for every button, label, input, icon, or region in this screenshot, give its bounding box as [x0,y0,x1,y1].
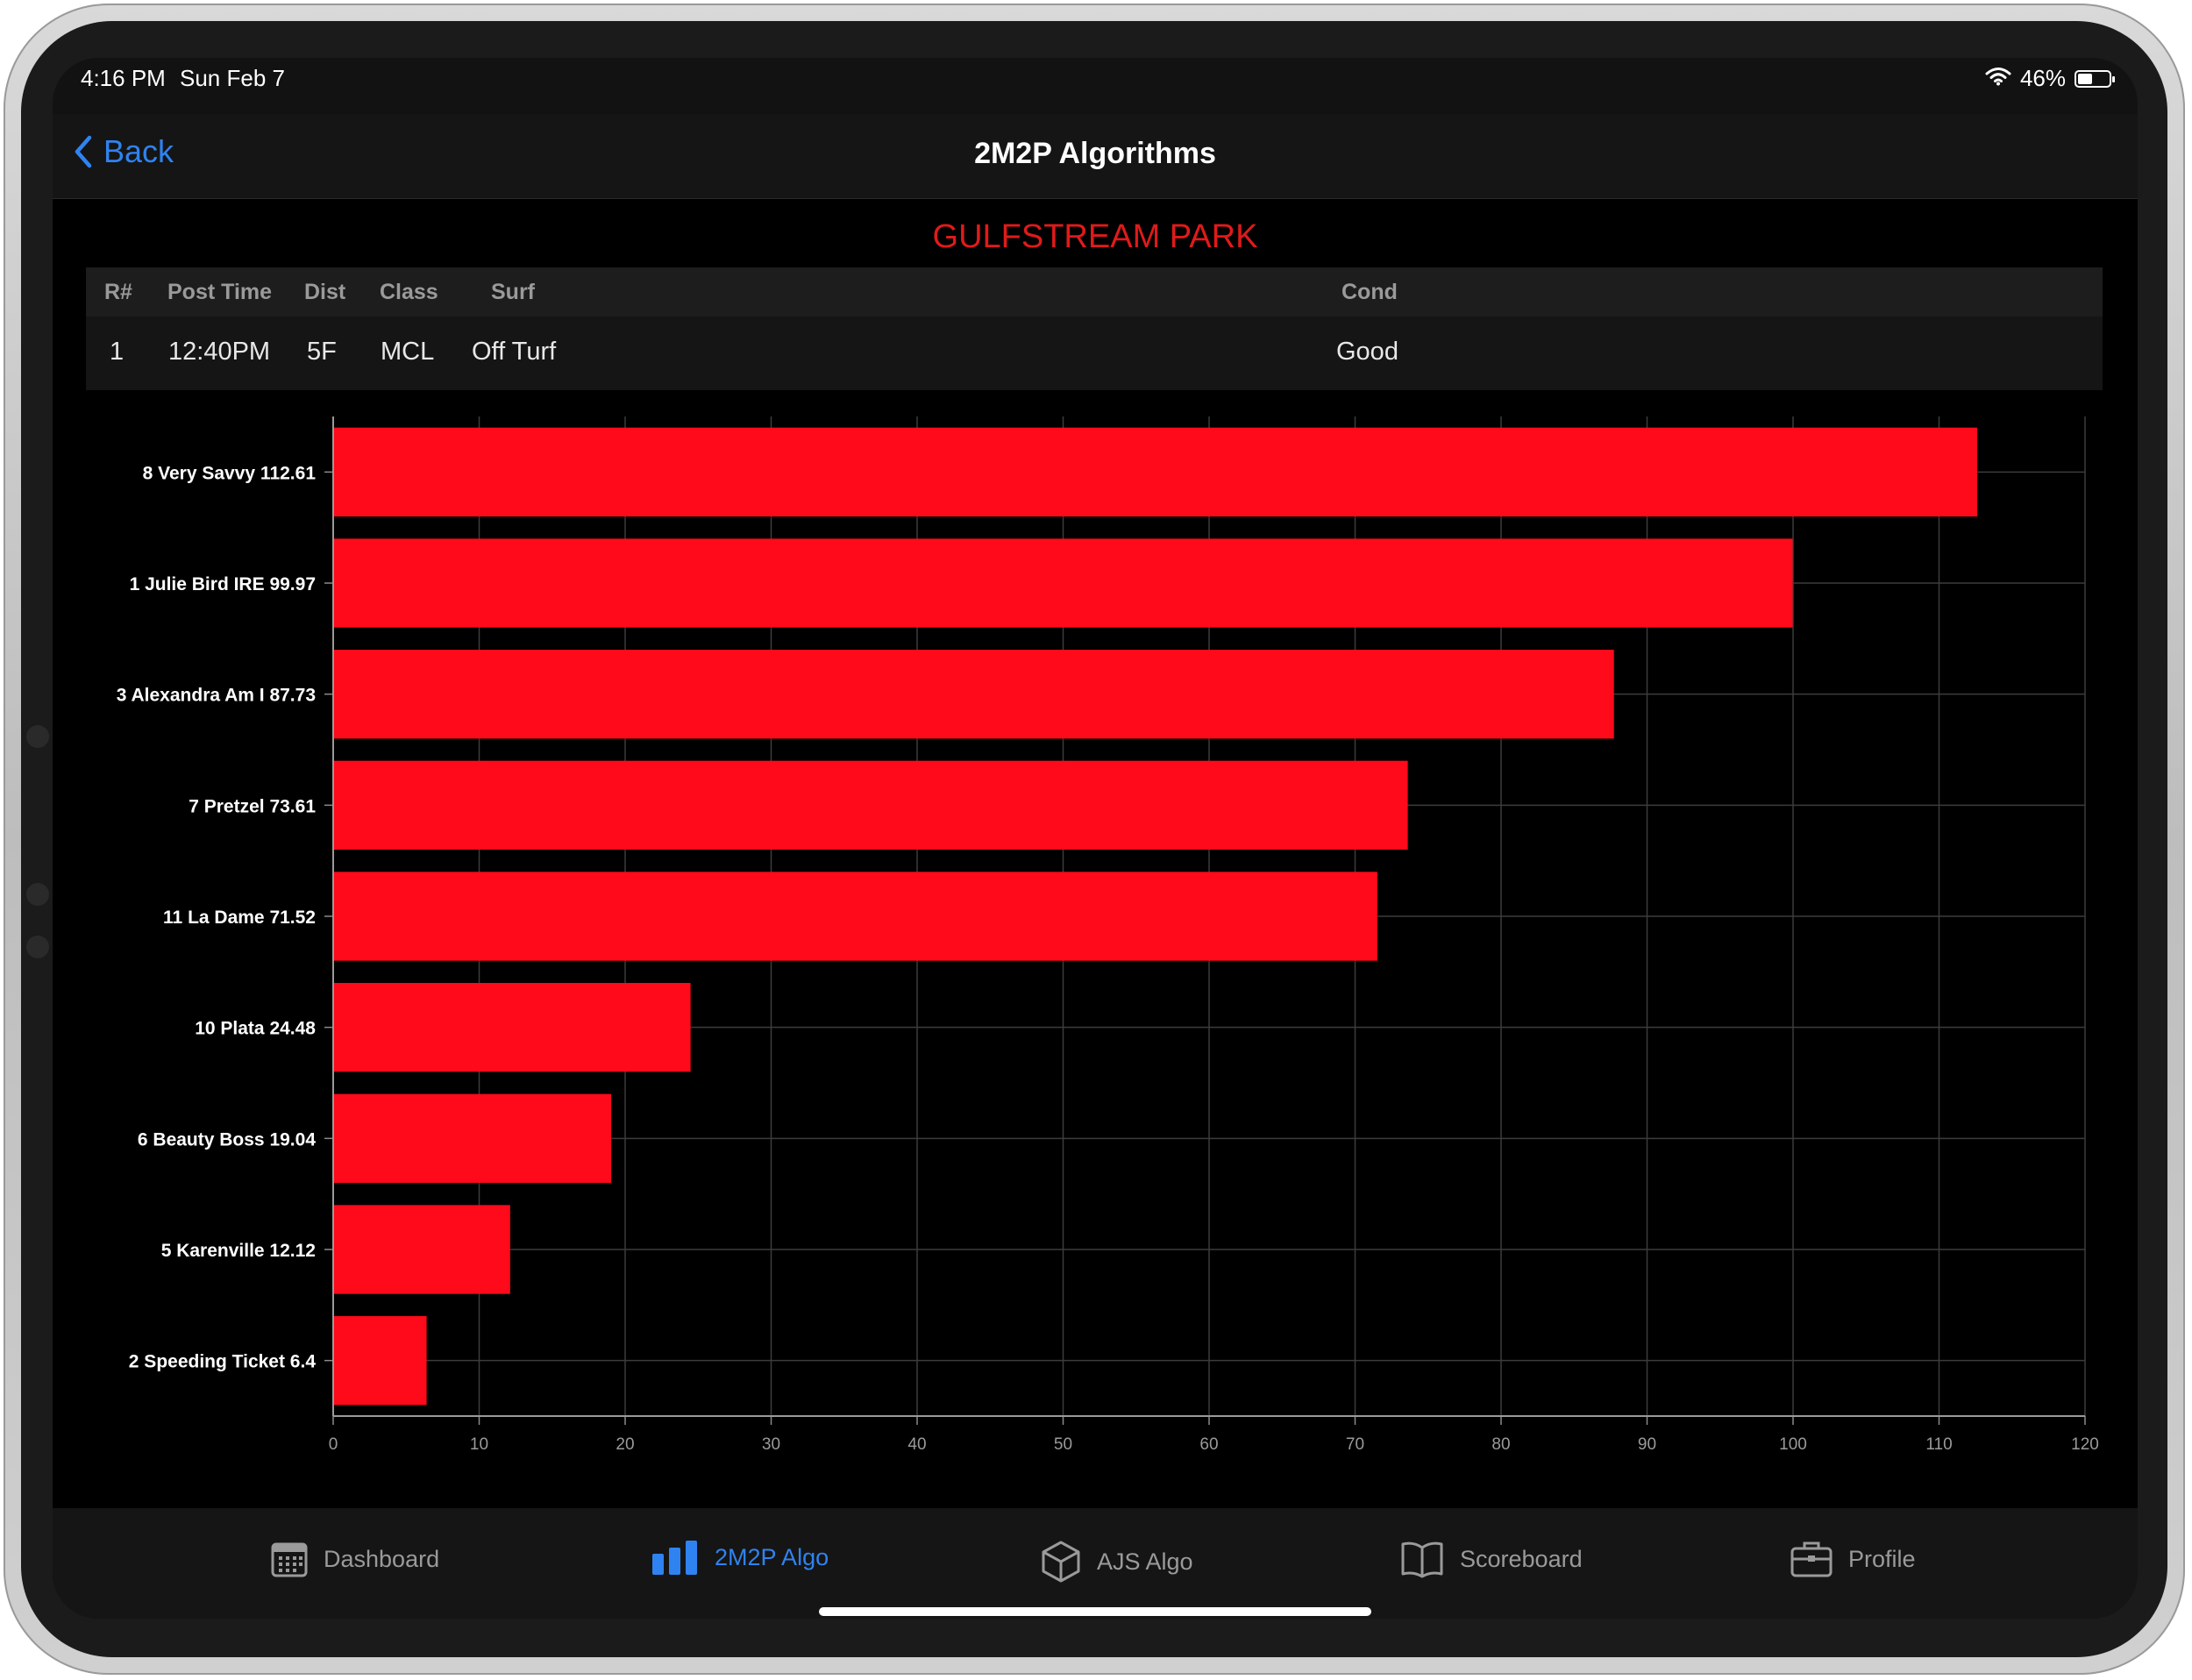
bar-label: 7 Pretzel 73.61 [189,796,316,816]
track-name: GULFSTREAM PARK [932,218,1258,255]
back-button[interactable]: Back [74,133,174,170]
navigation-bar: Back 2M2P Algorithms [53,114,2138,199]
race-class: MCL [381,338,435,366]
side-button [26,725,49,748]
surface: Off Turf [472,338,557,366]
bar-4 [333,760,1408,850]
bar-label: 3 Alexandra Am I 87.73 [117,686,316,706]
bar-label: 1 Julie Bird IRE 99.97 [130,574,316,594]
header-class: Class [380,280,438,304]
chevron-left-icon [75,135,92,168]
side-button [26,883,49,906]
status-bar: 4:16 PM Sun Feb 7 46% [53,58,2138,114]
bar-6 [333,983,691,1072]
x-tick-label: 70 [1346,1435,1364,1454]
battery-percent: 46% [2019,65,2066,91]
x-tick-label: 50 [1054,1435,1072,1454]
calendar-icon [271,1542,308,1577]
x-tick-label: 40 [907,1435,926,1454]
bar-label: 5 Karenville 12.12 [161,1241,316,1261]
bar-3 [333,650,1614,739]
tab-2m2p-algo[interactable]: 2M2P Algo [651,1540,829,1575]
tab-scoreboard[interactable]: Scoreboard [1400,1540,1583,1578]
briefcase-icon [1790,1541,1833,1577]
race-table-header: R# Post Time Dist Class Surf Cond [86,267,2103,317]
x-tick-label: 80 [1491,1435,1510,1454]
condition: Good [1336,338,1398,366]
bar-label: 8 Very Savvy 112.61 [143,463,317,483]
header-post-time: Post Time [167,280,273,304]
algorithm-bar-chart: 0 10 20 30 40 50 60 70 80 90 100 110 120 8 Very Savvy… [117,416,2099,1454]
tab-label-ajs-algo: AJS Algo [1097,1548,1193,1575]
x-tick-label: 90 [1638,1435,1656,1454]
back-label: Back [103,133,174,169]
race-number: 1 [110,338,125,366]
status-right: 46% [1985,65,2115,92]
page-title: 2M2P Algorithms [974,137,1216,170]
header-race-number: R# [104,280,132,304]
x-tick-label: 60 [1199,1435,1218,1454]
tab-label-profile: Profile [1848,1545,1916,1572]
battery-icon [2075,69,2115,88]
x-tick-label: 10 [470,1435,488,1454]
main-content: GULFSTREAM PARK R# Post Time Dist Class … [53,199,2138,1508]
distance: 5F [307,338,337,366]
bar-2 [333,538,1793,628]
tab-label-2m2p-algo: 2M2P Algo [715,1543,829,1570]
tab-label-dashboard: Dashboard [324,1545,440,1572]
x-tick-label: 110 [1925,1435,1952,1454]
x-tick-label: 120 [2071,1435,2099,1454]
bar-label: 10 Plata 24.48 [195,1019,316,1039]
table-row: 1 12:40PM 5F MCL Off Turf Good [86,317,2103,390]
bar-5 [333,872,1377,961]
bar-8 [333,1205,510,1294]
wifi-icon [1985,65,2011,92]
post-time: 12:40PM [168,338,271,366]
status-date: Sun Feb 7 [180,65,285,91]
bar-label: 6 Beauty Boss 19.04 [138,1129,316,1150]
side-button [26,936,49,958]
cube-icon [1042,1541,1080,1583]
header-dist: Dist [304,280,346,304]
bar-chart-icon [652,1541,697,1575]
bar-9 [333,1316,427,1406]
bar-1 [333,427,1977,516]
home-indicator[interactable] [819,1607,1371,1616]
header-cond: Cond [1342,280,1398,304]
race-info-table: R# Post Time Dist Class Surf Cond 1 12:4… [86,267,2103,390]
bar-7 [333,1093,612,1183]
x-tick-label: 0 [329,1435,338,1454]
x-tick-label: 20 [616,1435,634,1454]
screen: 4:16 PM Sun Feb 7 46% Back [53,58,2138,1619]
bar-label: 2 Speeding Ticket 6.4 [129,1352,317,1372]
x-tick-label: 100 [1779,1435,1807,1454]
bar-label: 11 La Dame 71.52 [163,908,316,928]
header-surf: Surf [491,280,535,304]
status-time: 4:16 PM [81,65,166,91]
x-tick-label: 30 [762,1435,780,1454]
tab-ajs-algo[interactable]: AJS Algo [1041,1540,1193,1584]
tab-profile[interactable]: Profile [1790,1540,1916,1578]
battery-fill [2078,73,2092,84]
book-icon [1401,1541,1443,1578]
tab-dashboard[interactable]: Dashboard [271,1540,439,1578]
tab-bar: Dashboard 2M2P Algo AJS Algo Scoreboard [53,1508,2138,1619]
battery-nub [2112,75,2115,82]
tab-label-scoreboard: Scoreboard [1460,1545,1583,1572]
